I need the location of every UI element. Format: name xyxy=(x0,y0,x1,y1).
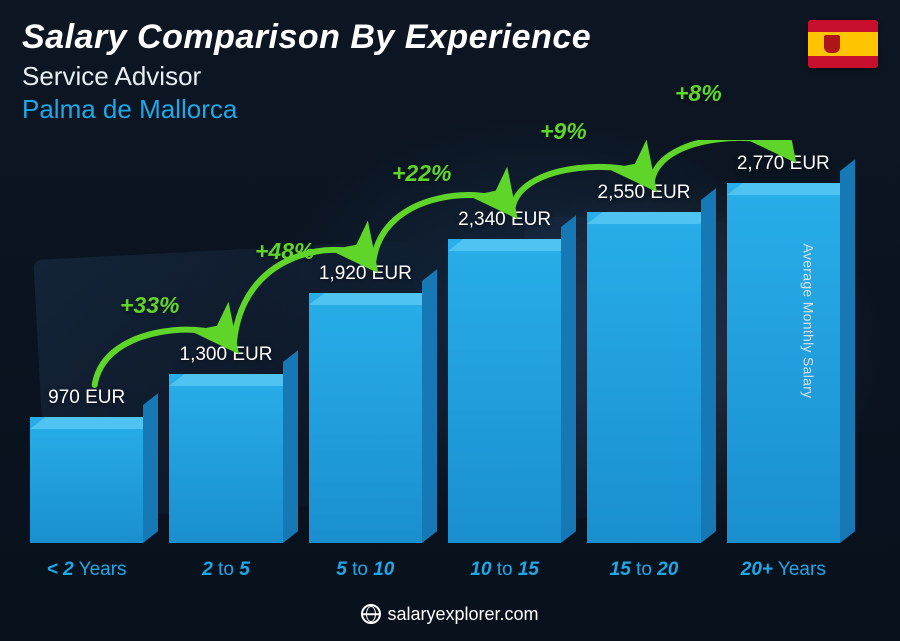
bar xyxy=(169,374,282,543)
bar xyxy=(30,417,143,543)
bar xyxy=(587,212,700,543)
bar-value-label: 1,300 EUR xyxy=(180,344,273,366)
chart-location: Palma de Mallorca xyxy=(22,94,878,125)
bar xyxy=(448,239,561,543)
globe-icon xyxy=(361,604,381,624)
bar-slot: 1,300 EUR xyxy=(169,344,282,543)
bar xyxy=(309,293,422,543)
chart-subtitle: Service Advisor xyxy=(22,61,878,92)
x-axis-label: 10 to 15 xyxy=(448,559,561,581)
x-axis-label: 2 to 5 xyxy=(169,559,282,581)
bars-container: 970 EUR 1,300 EUR 1,920 EUR 2,340 EUR 2,550 … xyxy=(30,143,840,543)
bar-value-label: 2,770 EUR xyxy=(737,153,830,175)
bar-slot: 2,770 EUR xyxy=(727,153,840,543)
y-axis-label: Average Monthly Salary xyxy=(801,243,817,398)
chart-area: 970 EUR 1,300 EUR 1,920 EUR 2,340 EUR 2,550 … xyxy=(30,140,840,581)
footer-logo: salaryexplorer.com xyxy=(361,604,538,625)
bar-slot: 2,550 EUR xyxy=(587,182,700,543)
chart-title: Salary Comparison By Experience xyxy=(22,18,878,57)
x-axis-label: 15 to 20 xyxy=(587,559,700,581)
x-axis-label: < 2 Years xyxy=(30,559,143,581)
bar-value-label: 1,920 EUR xyxy=(319,263,412,285)
bar-slot: 970 EUR xyxy=(30,387,143,543)
header: Salary Comparison By Experience Service … xyxy=(22,18,878,125)
bar-value-label: 2,340 EUR xyxy=(458,209,551,231)
footer-site: salaryexplorer.com xyxy=(387,604,538,625)
bar-slot: 2,340 EUR xyxy=(448,209,561,543)
x-axis-label: 5 to 10 xyxy=(309,559,422,581)
x-axis-labels: < 2 Years 2 to 5 5 to 10 10 to 15 15 to 20 20… xyxy=(30,559,840,581)
x-axis-label: 20+ Years xyxy=(727,559,840,581)
bar-value-label: 970 EUR xyxy=(48,387,125,409)
bar xyxy=(727,183,840,543)
bar-value-label: 2,550 EUR xyxy=(598,182,691,204)
bar-slot: 1,920 EUR xyxy=(309,263,422,543)
footer: salaryexplorer.com xyxy=(0,604,900,630)
